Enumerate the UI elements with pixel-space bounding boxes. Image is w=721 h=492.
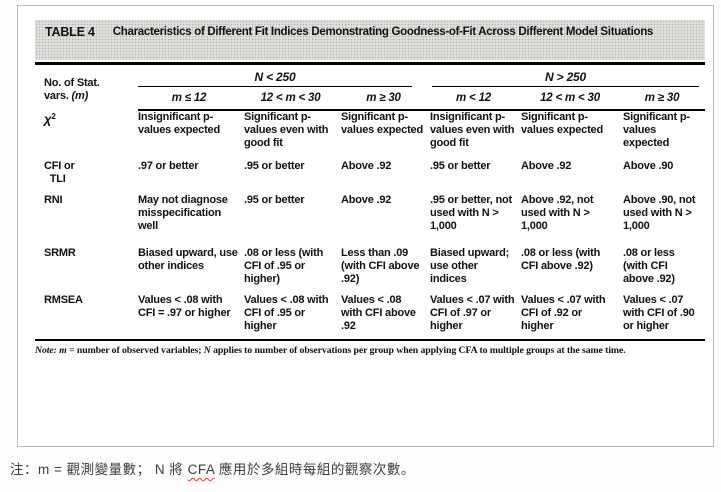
cell: Insignificant p-values expected xyxy=(138,110,220,136)
cell: .08 or less (with CFI above .92) xyxy=(521,246,601,272)
cell: .08 or less (with CFI above .92) xyxy=(623,246,675,285)
table-row-srmr: SRMR Biased upward, use other indices .0… xyxy=(35,247,705,294)
cell: Values < .08 with CFI above .92 xyxy=(341,293,430,341)
table-title-band: TABLE 4 Characteristics of Different Fit… xyxy=(35,20,705,60)
cell: Values < .07 with CFI of .90 or higher xyxy=(623,293,706,341)
cell: .95 or better xyxy=(244,159,305,172)
cell: Values < .08 with CFI of .95 or higher xyxy=(244,293,341,341)
cell: Less than .09 (with CFI above .92) xyxy=(341,246,420,285)
cell: Insignificant p-values even with good fi… xyxy=(430,110,515,149)
table-row-rmsea: RMSEA Values < .08 with CFI = .97 or hig… xyxy=(35,293,706,341)
row-label: CFI or TLI xyxy=(44,159,75,185)
group-header-label: N > 250 xyxy=(432,70,700,87)
group-header-label: N < 250 xyxy=(138,70,412,87)
cell: Significant p-values expected xyxy=(341,110,423,136)
row-label: RNI xyxy=(44,193,63,206)
cell: Above .92 xyxy=(341,159,392,172)
stub-header: No. of Stat. vars. (m) xyxy=(35,67,138,110)
group-header-n-gt-250: N > 250 xyxy=(430,67,705,87)
cell: Above .90, not used with N > 1,000 xyxy=(623,193,696,232)
subcol-header: m < 12 xyxy=(430,86,521,111)
cell: Above .92 xyxy=(521,159,572,172)
cell: Significant p-values expected xyxy=(623,110,690,149)
cell: May not diagnose misspecification well xyxy=(138,193,228,232)
table-row-cfi-tli: CFI or TLI .97 or better .95 or better A… xyxy=(35,160,705,194)
table-figure[interactable]: TABLE 4 Characteristics of Different Fit… xyxy=(17,5,714,447)
cell: Biased upward, use other indices xyxy=(138,246,238,272)
table-note: Note: m = number of observed variables; … xyxy=(35,344,626,356)
cell: .95 or better xyxy=(244,193,305,206)
row-label: χ2 xyxy=(44,111,56,127)
translation-note[interactable]: 注：m = 觀測變量數； N 將 CFA 應用於多組時每組的觀察次數。 xyxy=(10,462,415,477)
cell: Above .90 xyxy=(623,159,674,172)
subcol-header: 12 < m < 30 xyxy=(244,86,341,111)
group-header-n-lt-250: N < 250 xyxy=(138,67,430,87)
cell: Values < .07 with CFI of .92 or higher xyxy=(521,293,623,341)
stub-header-line2: vars. (m) xyxy=(44,90,89,102)
cell: .97 or better xyxy=(138,159,199,172)
table-row-chi-squared: χ2 Insignificant p-values expected Signi… xyxy=(35,110,705,160)
top-rule xyxy=(35,62,705,65)
table-title: Characteristics of Different Fit Indices… xyxy=(112,26,654,38)
cell: Significant p-values expected xyxy=(521,110,603,136)
cell: .95 or better xyxy=(430,159,491,172)
subcol-header: m ≤ 12 xyxy=(138,86,244,111)
cell: Above .92, not used with N > 1,000 xyxy=(521,193,594,232)
fit-indices-table: No. of Stat. vars. (m) N < 250 N > 250 m… xyxy=(35,67,706,341)
cell: Values < .07 with CFI of .97 or higher xyxy=(430,293,521,341)
table-row-rni: RNI May not diagnose misspecification we… xyxy=(35,194,705,247)
cell: Biased upward; use other indices xyxy=(430,246,510,285)
subcol-header: m ≥ 30 xyxy=(623,86,706,111)
subcol-header: 12 < m < 30 xyxy=(521,86,623,111)
subcol-header: m ≥ 30 xyxy=(341,86,430,111)
cell: Above .92 xyxy=(341,193,392,206)
cell: .08 or less (with CFI of .95 or higher) xyxy=(244,246,324,285)
row-label: SRMR xyxy=(44,246,76,259)
cell: .95 or better, not used with N > 1,000 xyxy=(430,193,512,232)
cell: Significant p-values even with good fit xyxy=(244,110,329,149)
cell: Values < .08 with CFI = .97 or higher xyxy=(138,293,244,341)
row-label: RMSEA xyxy=(35,293,138,341)
table-tag: TABLE 4 xyxy=(45,25,95,39)
stub-header-line1: No. of Stat. xyxy=(44,77,100,89)
